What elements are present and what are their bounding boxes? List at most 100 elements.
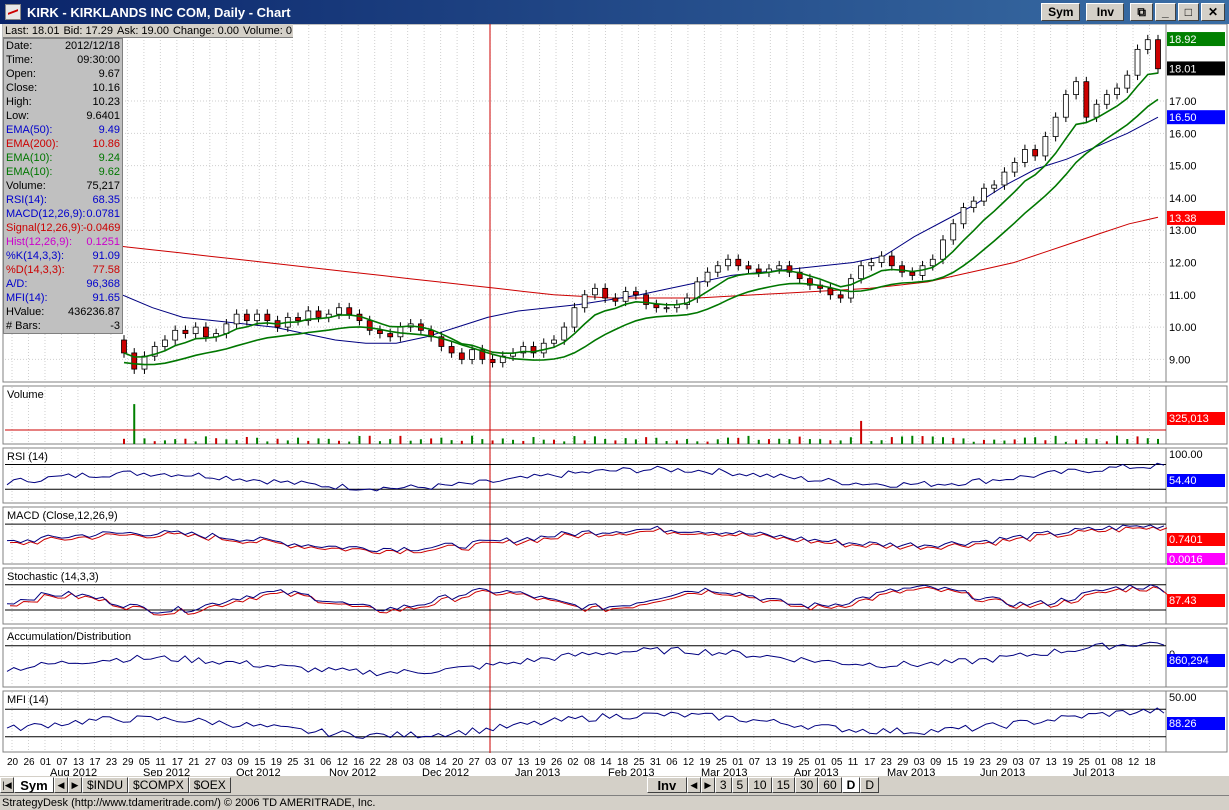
candle-body <box>1032 149 1039 157</box>
volume-bar <box>778 438 781 444</box>
data-window-value: -0.0469 <box>83 222 120 234</box>
candle-body <box>121 339 127 354</box>
panel-title: Stochastic (14,3,3) <box>7 571 99 583</box>
volume-bar <box>942 437 945 444</box>
data-window-row: Date: 2012/12/18 <box>4 39 122 53</box>
tab-period-3[interactable]: 3 <box>714 777 732 793</box>
x-day-label: 25 <box>633 757 645 768</box>
close-icon[interactable]: ✕ <box>1200 3 1225 21</box>
volume-bar <box>1157 438 1159 444</box>
x-day-label: 13 <box>1046 757 1058 768</box>
volume-bar <box>993 439 996 444</box>
x-day-label: 09 <box>238 757 250 768</box>
price-flag <box>1167 210 1225 225</box>
panel-flag-label: 860,294 <box>1169 655 1209 667</box>
tab-period-d2[interactable]: D <box>860 777 879 793</box>
x-day-label: 26 <box>23 757 35 768</box>
volume-bar <box>1034 437 1037 444</box>
x-month-label: Apr 2013 <box>794 767 839 776</box>
x-day-label: 01 <box>1095 757 1107 768</box>
volume-bar <box>1126 439 1129 444</box>
x-day-label: 23 <box>106 757 118 768</box>
panel-title: MFI (14) <box>7 694 49 706</box>
volume-bar <box>450 440 453 444</box>
volume-bar <box>358 435 361 444</box>
data-window-row: %K(14,3,3): 91.09 <box>4 249 122 263</box>
candle-body <box>254 313 260 322</box>
volume-bar <box>737 437 740 444</box>
volume-bar <box>471 435 474 444</box>
data-window-label: MACD(12,26,9): <box>6 208 86 220</box>
volume-bar <box>829 440 832 444</box>
volume-bar <box>1085 438 1088 444</box>
inv-button[interactable]: Inv <box>1086 3 1125 21</box>
data-window-label: HValue: <box>6 306 45 318</box>
tab-period-15[interactable]: 15 <box>771 777 795 793</box>
tab-period-10[interactable]: 10 <box>748 777 772 793</box>
chart-area[interactable]: 9.00 10.00 11.00 12.00 13.00 14.00 15.00 16.00 1… <box>0 24 1229 776</box>
title-buttons: Sym Inv ⧉ _ □ ✕ <box>1041 3 1225 21</box>
inv-prev-arrow-icon[interactable]: ◀ <box>686 777 701 793</box>
data-window-label: Open: <box>6 68 36 80</box>
tab-symbol-compx[interactable]: $COMPX <box>128 777 189 793</box>
candle-body <box>1134 48 1141 76</box>
candle-body <box>141 355 148 370</box>
data-window-value: 09:30:00 <box>77 54 120 66</box>
candle-body <box>1144 39 1151 50</box>
tab-period-60[interactable]: 60 <box>818 777 842 793</box>
tab-period-5[interactable]: 5 <box>731 777 749 793</box>
data-window-row: A/D: 96,368 <box>4 277 122 291</box>
candle-body <box>295 317 301 322</box>
candle-body <box>847 278 854 299</box>
x-day-label: 28 <box>386 757 398 768</box>
candle-body <box>1093 103 1100 118</box>
tab-period-d[interactable]: D <box>841 777 861 793</box>
x-day-label: 25 <box>1079 757 1091 768</box>
inv-next-arrow-icon[interactable]: ▶ <box>700 777 715 793</box>
volume-bar <box>491 440 494 444</box>
data-window-value: -3 <box>110 320 120 332</box>
first-arrow-icon[interactable]: |◀ <box>0 777 14 793</box>
candle-body <box>581 294 588 309</box>
candle-body <box>336 307 342 315</box>
volume-bar <box>174 439 177 444</box>
volume-bar <box>614 440 617 444</box>
chart-svg[interactable]: 9.00 10.00 11.00 12.00 13.00 14.00 15.00 16.00 1… <box>0 24 1229 776</box>
candle-body <box>469 349 475 360</box>
tab-inv[interactable]: Inv <box>646 777 687 793</box>
minimize-icon[interactable]: _ <box>1155 3 1176 21</box>
price-flag <box>1167 61 1225 76</box>
candle-body <box>1114 87 1120 95</box>
next-arrow-icon[interactable]: ▶ <box>68 777 82 793</box>
price-tick-label: 9.00 <box>1169 354 1190 366</box>
candle-body <box>1073 81 1079 95</box>
candle-body <box>714 265 721 273</box>
volume-bar <box>532 437 535 444</box>
candle-body <box>346 307 353 315</box>
tab-symbol-indu[interactable]: $INDU <box>82 777 129 793</box>
x-month-label: Dec 2012 <box>422 767 469 776</box>
window-title: KIRK - KIRKLANDS INC COM, Daily - Chart <box>27 4 291 20</box>
candle-body <box>909 271 916 276</box>
prev-arrow-icon[interactable]: ◀ <box>54 777 68 793</box>
indicator-signal-line <box>9 526 1168 555</box>
maximize-icon[interactable]: □ <box>1177 3 1199 21</box>
tab-sym[interactable]: Sym <box>14 777 54 793</box>
data-window-label: # Bars: <box>6 320 41 332</box>
data-window-row: Low: 9.6401 <box>4 109 122 123</box>
volume-bar <box>982 439 985 444</box>
volume-bar <box>1013 439 1016 444</box>
tab-period-30[interactable]: 30 <box>794 777 819 793</box>
sym-button[interactable]: Sym <box>1041 3 1081 21</box>
data-window-value: 91.65 <box>92 292 120 304</box>
volume-bar <box>286 440 289 444</box>
x-day-label: 01 <box>40 757 52 768</box>
tab-symbol-oex[interactable]: $OEX <box>188 777 231 793</box>
x-day-label: 02 <box>568 757 580 768</box>
panel-flag-label: 54.40 <box>1169 475 1197 487</box>
candle-body <box>233 313 240 325</box>
price-tick-label: 15.00 <box>1169 161 1197 173</box>
detach-icon[interactable]: ⧉ <box>1130 3 1153 21</box>
x-axis-background <box>0 753 1229 776</box>
volume-bar <box>430 438 433 444</box>
